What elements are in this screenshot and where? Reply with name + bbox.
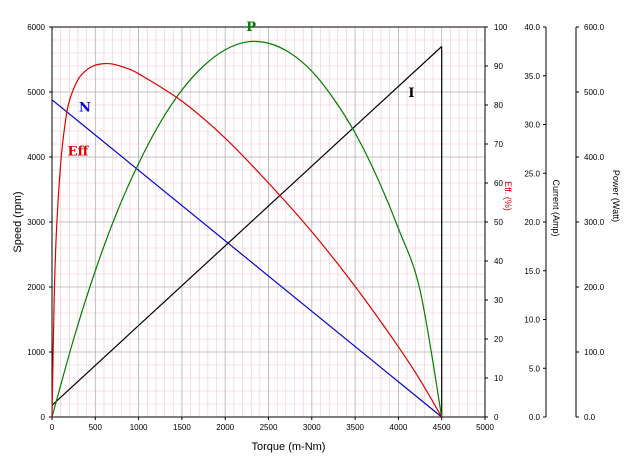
labels-layer: 0 500 1000 1500 2000 2500 3000 3500 4000 4500 5000… [12,20,621,453]
eff-tick-label: 70 [494,140,503,149]
speed-axis-title: Speed (rpm) [12,191,24,252]
series-line-eff [51,62,443,418]
current-tick-label: 5.0 [529,364,541,373]
x-axis-title: Torque (m-Nm) [252,441,326,453]
eff-tick-label: 50 [494,218,503,227]
eff-tick-label: 10 [494,374,503,383]
current-tick-label: 15.0 [524,267,540,276]
x-tick-label: 4500 [433,423,451,432]
speed-tick-label: 0 [41,413,46,422]
eff-tick-label: 60 [494,179,503,188]
speed-tick-label: 1000 [27,348,45,357]
series-label-eff: Eff [68,145,90,160]
eff-tick-label: 80 [494,101,503,110]
speed-tick-label: 4000 [27,153,45,162]
eff-tick-label: 20 [494,335,503,344]
x-tick-label: 2500 [260,423,278,432]
x-tick-label: 5000 [476,423,494,432]
power-axis-title: Power (Watt) [611,170,621,222]
current-tick-label: 0.0 [529,413,541,422]
x-tick-label: 4000 [390,423,408,432]
x-tick-label: 0 [50,423,55,432]
current-tick-label: 35.0 [524,72,540,81]
series-line-n [51,99,443,418]
speed-tick-label: 6000 [27,23,45,32]
eff-tick-label: 90 [494,62,503,71]
eff-tick-label: 0 [494,413,499,422]
power-tick-label: 600.0 [584,23,605,32]
current-tick-label: 10.0 [524,316,540,325]
power-tick-label: 300.0 [584,218,605,227]
power-tick-label: 0.0 [584,413,596,422]
current-tick-label: 25.0 [524,169,540,178]
x-tick-label: 1500 [173,423,191,432]
eff-tick-label: 30 [494,296,503,305]
axes-frame [49,26,579,420]
x-tick-label: 1000 [130,423,148,432]
current-tick-label: 20.0 [524,218,540,227]
series-label-n: N [79,101,91,116]
series-layer [51,40,443,418]
x-tick-label: 500 [89,423,103,432]
series-line-p [51,40,443,418]
power-tick-label: 200.0 [584,283,605,292]
x-tick-label: 2000 [216,423,234,432]
eff-tick-label: 40 [494,257,503,266]
current-axis-title: Current (Amp) [551,179,561,236]
power-tick-label: 400.0 [584,153,605,162]
plot-grid [51,26,486,418]
speed-tick-label: 5000 [27,88,45,97]
power-tick-label: 500.0 [584,88,605,97]
eff-axis-title: Eff. (%) [503,181,513,211]
x-tick-label: 3500 [346,423,364,432]
speed-tick-label: 2000 [27,283,45,292]
x-tick-label: 3000 [303,423,321,432]
series-label-i: I [408,86,414,101]
series-line-i [51,46,443,406]
power-tick-label: 100.0 [584,348,605,357]
current-tick-label: 30.0 [524,121,540,130]
speed-tick-label: 3000 [27,218,45,227]
series-label-p: P [246,20,256,35]
current-tick-label: 40.0 [524,23,540,32]
eff-tick-label: 100 [494,23,508,32]
